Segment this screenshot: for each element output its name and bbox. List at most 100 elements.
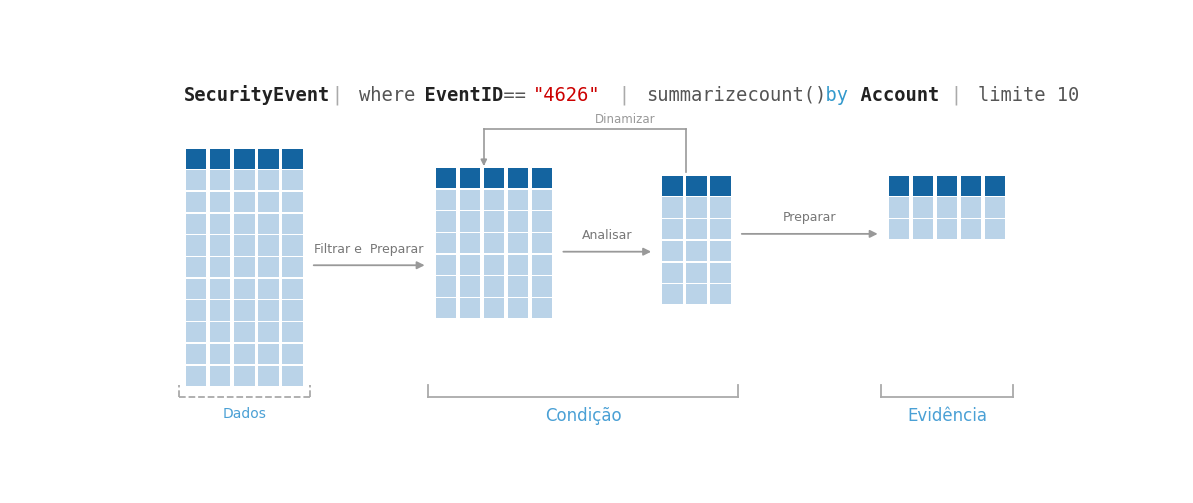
Bar bbox=[234, 366, 254, 386]
Bar bbox=[710, 219, 730, 239]
Bar bbox=[459, 168, 480, 188]
Bar bbox=[186, 366, 206, 386]
Bar bbox=[283, 192, 303, 212]
Bar bbox=[508, 211, 528, 231]
Text: Filtrar e  Preparar: Filtrar e Preparar bbox=[315, 242, 424, 256]
Bar bbox=[186, 300, 206, 320]
Bar bbox=[459, 255, 480, 275]
Bar bbox=[258, 257, 278, 277]
Bar bbox=[710, 263, 730, 283]
Text: by: by bbox=[803, 86, 848, 105]
Bar bbox=[258, 366, 278, 386]
Text: Dinamizar: Dinamizar bbox=[595, 113, 656, 126]
Bar bbox=[710, 198, 730, 218]
Bar bbox=[283, 366, 303, 386]
Bar bbox=[913, 219, 933, 239]
Bar bbox=[686, 176, 706, 196]
Bar bbox=[889, 176, 909, 196]
Bar bbox=[532, 298, 552, 318]
Bar bbox=[283, 279, 303, 299]
Bar bbox=[234, 344, 254, 364]
Bar bbox=[186, 257, 206, 277]
Text: summarize: summarize bbox=[647, 86, 748, 105]
Bar bbox=[937, 219, 957, 239]
Bar bbox=[258, 279, 278, 299]
Bar bbox=[960, 198, 981, 218]
Bar bbox=[985, 176, 1006, 196]
Bar bbox=[283, 171, 303, 191]
Bar bbox=[210, 192, 230, 212]
Bar bbox=[484, 298, 505, 318]
Bar bbox=[435, 168, 456, 188]
Bar bbox=[210, 171, 230, 191]
Bar bbox=[234, 149, 254, 169]
Bar bbox=[913, 198, 933, 218]
Bar bbox=[210, 279, 230, 299]
Text: |: | bbox=[297, 86, 376, 105]
Bar bbox=[960, 219, 981, 239]
Bar bbox=[283, 322, 303, 343]
Bar bbox=[186, 149, 206, 169]
Bar bbox=[283, 214, 303, 234]
Bar bbox=[234, 322, 254, 343]
Bar bbox=[710, 241, 730, 261]
Bar bbox=[210, 214, 230, 234]
Text: Preparar: Preparar bbox=[783, 211, 836, 224]
Bar bbox=[889, 219, 909, 239]
Bar bbox=[484, 168, 505, 188]
Bar bbox=[985, 198, 1006, 218]
Bar bbox=[210, 344, 230, 364]
Bar bbox=[435, 211, 456, 231]
Bar bbox=[258, 171, 278, 191]
Bar bbox=[484, 233, 505, 253]
Bar bbox=[283, 300, 303, 320]
Bar bbox=[710, 176, 730, 196]
Bar bbox=[435, 255, 456, 275]
Bar bbox=[283, 257, 303, 277]
Bar bbox=[258, 214, 278, 234]
Bar bbox=[532, 233, 552, 253]
Bar bbox=[985, 219, 1006, 239]
Bar bbox=[532, 168, 552, 188]
Bar bbox=[484, 277, 505, 297]
Bar bbox=[234, 257, 254, 277]
Text: EventID: EventID bbox=[402, 86, 503, 105]
Bar bbox=[508, 168, 528, 188]
Bar bbox=[662, 241, 682, 261]
Text: Evidência: Evidência bbox=[907, 407, 987, 425]
Text: SecurityEvent: SecurityEvent bbox=[184, 85, 330, 105]
Bar bbox=[258, 192, 278, 212]
Bar bbox=[258, 322, 278, 343]
Bar bbox=[484, 211, 505, 231]
Bar bbox=[210, 149, 230, 169]
Bar bbox=[889, 198, 909, 218]
Text: ==: == bbox=[481, 86, 549, 105]
Bar bbox=[258, 300, 278, 320]
Bar bbox=[186, 279, 206, 299]
Bar bbox=[186, 214, 206, 234]
Bar bbox=[283, 344, 303, 364]
Bar bbox=[662, 219, 682, 239]
Bar bbox=[210, 300, 230, 320]
Bar bbox=[508, 298, 528, 318]
Bar bbox=[459, 233, 480, 253]
Bar bbox=[234, 192, 254, 212]
Bar bbox=[532, 277, 552, 297]
Text: limite 10: limite 10 bbox=[978, 86, 1078, 105]
Bar bbox=[459, 190, 480, 210]
Bar bbox=[532, 190, 552, 210]
Bar bbox=[234, 279, 254, 299]
Text: Condição: Condição bbox=[545, 407, 622, 425]
Bar bbox=[662, 284, 682, 304]
Bar bbox=[459, 211, 480, 231]
Bar bbox=[532, 211, 552, 231]
Bar bbox=[937, 198, 957, 218]
Text: |: | bbox=[586, 86, 665, 105]
Bar bbox=[210, 235, 230, 256]
Bar bbox=[459, 277, 480, 297]
Bar bbox=[234, 235, 254, 256]
Text: Account: Account bbox=[839, 86, 939, 105]
Bar bbox=[508, 233, 528, 253]
Text: count(): count() bbox=[725, 86, 826, 105]
Bar bbox=[686, 263, 706, 283]
